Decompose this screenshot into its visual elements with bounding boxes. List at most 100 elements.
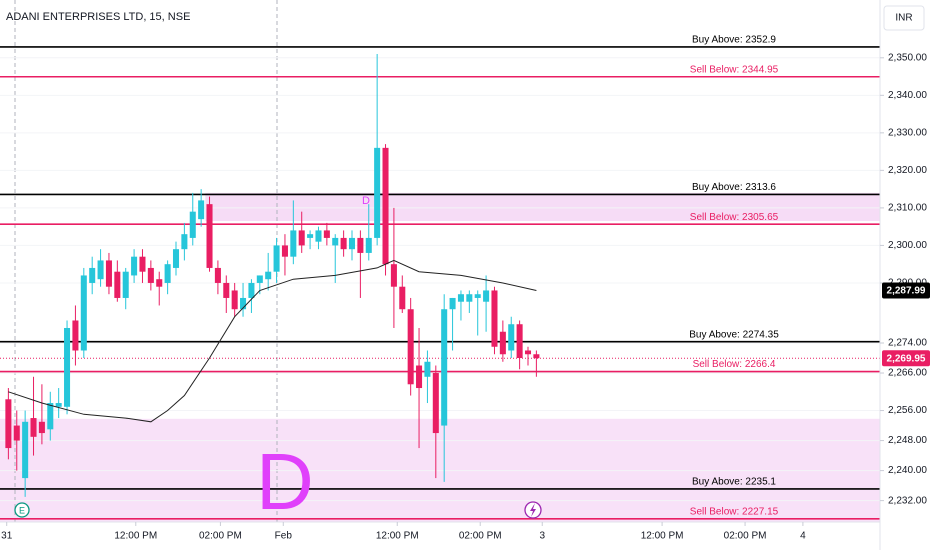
candle-body <box>491 290 498 347</box>
candle-body <box>323 230 330 238</box>
y-tick-label: 2,240.00 <box>888 465 927 476</box>
level-label: Sell Below: 2305.65 <box>690 212 779 223</box>
x-tick-label: 02:00 PM <box>724 531 767 542</box>
price-label-box <box>882 282 930 299</box>
x-tick-label: 02:00 PM <box>199 531 242 542</box>
candle-body <box>105 260 112 287</box>
level-label: Buy Above: 2235.1 <box>692 477 776 488</box>
candle-body <box>449 297 456 310</box>
price-label-box <box>882 350 930 367</box>
x-tick-label: 12:00 PM <box>641 531 684 542</box>
candle-body <box>189 211 196 238</box>
candle-body <box>5 399 12 449</box>
candle-body <box>432 373 439 434</box>
x-tick-label: 12:00 PM <box>376 531 419 542</box>
candle-body <box>273 245 280 272</box>
candle-body <box>524 350 532 355</box>
y-tick-label: 2,330.00 <box>888 127 927 138</box>
candle-body <box>80 275 87 351</box>
candle-body <box>122 271 129 298</box>
y-tick-label: 2,320.00 <box>888 165 927 176</box>
x-tick-label: 31 <box>1 531 13 542</box>
candle-body <box>114 271 121 298</box>
candle-body <box>89 267 96 283</box>
currency-button[interactable] <box>883 5 925 31</box>
zone <box>205 192 881 222</box>
candle-body <box>416 365 423 389</box>
annotation: D <box>256 437 314 526</box>
candle-body <box>181 234 188 250</box>
candle-body <box>499 331 506 355</box>
candle-body <box>390 264 397 287</box>
level-label: Sell Below: 2344.95 <box>690 64 779 75</box>
price-label: 2,287.99 <box>887 286 926 297</box>
candle-body <box>348 237 356 250</box>
candle-body <box>474 294 481 298</box>
candle-body <box>231 290 238 310</box>
candle-body <box>466 294 473 302</box>
annotation: D <box>362 195 370 207</box>
candle-body <box>441 309 448 426</box>
x-tick-label: 4 <box>800 531 806 542</box>
event-icon[interactable] <box>14 502 30 518</box>
candle-body <box>30 418 37 437</box>
candle-body <box>340 237 347 250</box>
candle-body <box>374 147 381 238</box>
candle-body <box>38 421 45 434</box>
candle-body <box>483 290 490 302</box>
y-tick-label: 2,340.00 <box>888 90 927 101</box>
candle-body <box>47 403 54 430</box>
candle-body <box>13 425 20 441</box>
candle-body <box>72 320 79 351</box>
candle-body <box>533 354 540 359</box>
candle-body <box>516 324 523 359</box>
x-tick-label: Feb <box>275 531 293 542</box>
candle-body <box>223 282 230 298</box>
level-label: Buy Above: 2274.35 <box>689 329 779 340</box>
candle-body <box>97 260 104 280</box>
candle-body <box>290 230 297 257</box>
y-tick-label: 2,300.00 <box>888 240 927 251</box>
y-tick-label: 2,350.00 <box>888 52 927 63</box>
candle-body <box>365 237 372 253</box>
candle-body <box>265 271 272 280</box>
candle-body <box>298 230 305 246</box>
lightning-icon <box>530 503 536 517</box>
chart-title: ADANI ENTERPRISES LTD, 15, NSE <box>6 11 190 23</box>
x-tick-label: 12:00 PM <box>114 531 157 542</box>
candle-body <box>22 421 29 479</box>
candle-body <box>172 249 180 268</box>
currency-label: INR <box>895 13 912 24</box>
price-label: 2,269.95 <box>887 353 926 364</box>
y-tick-label: 2,310.00 <box>888 203 927 214</box>
candle-body <box>131 256 138 276</box>
candle-body <box>407 309 414 385</box>
y-tick-label: 2,248.00 <box>888 435 927 446</box>
candle-body <box>139 256 146 272</box>
candle-body <box>156 279 163 287</box>
candle-body <box>206 204 213 268</box>
candle-body <box>214 267 221 283</box>
candle-body <box>198 200 205 220</box>
candle-body <box>315 230 322 242</box>
y-tick-label: 2,274.00 <box>888 338 927 349</box>
candle-body <box>55 403 62 407</box>
level-label: Buy Above: 2352.9 <box>692 35 776 46</box>
candle-body <box>147 267 154 283</box>
candle-body <box>382 147 389 265</box>
candle-body <box>457 294 464 302</box>
level-label: Buy Above: 2313.6 <box>692 182 776 193</box>
candle-body <box>240 297 247 310</box>
y-tick-label: 2,232.00 <box>888 495 927 506</box>
candle-body <box>248 282 255 298</box>
y-tick-label: 2,256.00 <box>888 405 927 416</box>
moving-average <box>8 259 537 423</box>
candle-body <box>508 324 515 351</box>
y-tick-label: 2,266.00 <box>888 368 927 379</box>
candle-body <box>307 234 314 238</box>
candle-body <box>281 245 288 257</box>
candle-body <box>357 237 364 253</box>
candle-body <box>64 327 71 407</box>
candle-body <box>424 361 431 377</box>
